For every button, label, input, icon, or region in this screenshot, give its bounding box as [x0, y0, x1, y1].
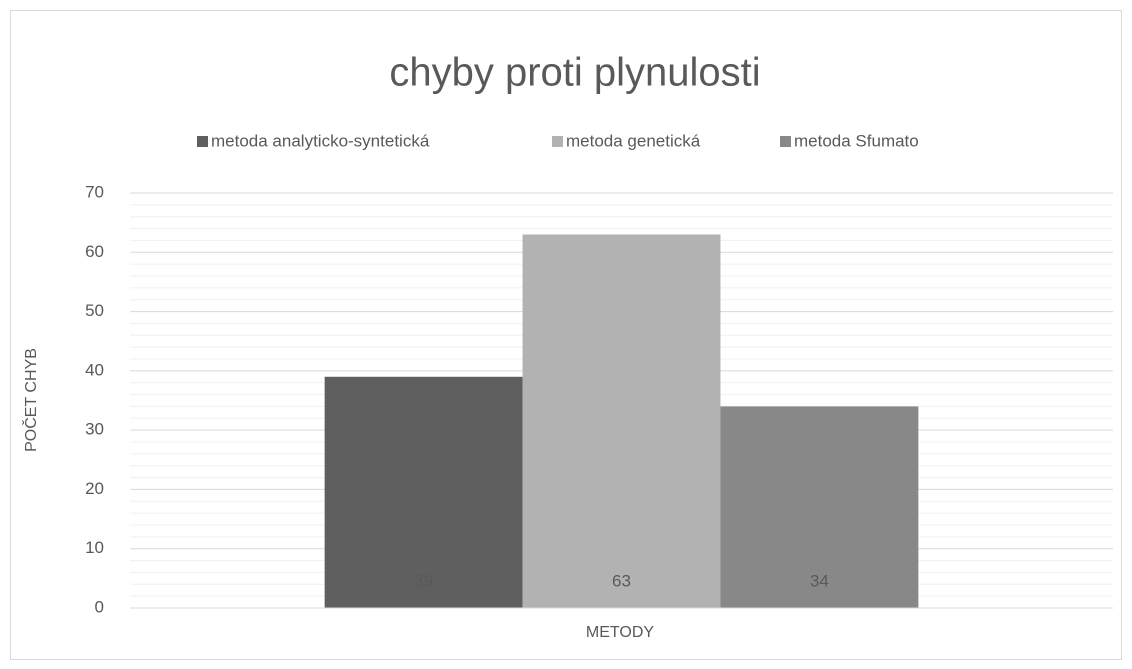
legend-swatch [780, 136, 791, 147]
data-label: 34 [810, 571, 829, 590]
y-tick-label: 70 [85, 182, 104, 201]
legend-label: metoda genetická [566, 131, 701, 150]
data-label: 63 [612, 571, 631, 590]
legend-swatch [552, 136, 563, 147]
chart-title: chyby proti plynulosti [389, 51, 760, 95]
y-tick-label: 40 [85, 360, 104, 379]
y-tick-label: 20 [85, 479, 104, 498]
y-axis-label: POČET CHYB [21, 348, 40, 452]
data-label: 39 [414, 571, 433, 590]
bar [720, 406, 919, 608]
bar [522, 234, 721, 608]
bar [324, 376, 523, 608]
y-tick-label: 0 [95, 597, 104, 616]
y-tick-label: 10 [85, 538, 104, 557]
legend-label: metoda analyticko-syntetická [211, 131, 430, 150]
y-tick-label: 50 [85, 301, 104, 320]
x-axis-label: METODY [586, 624, 654, 641]
y-tick-label: 60 [85, 242, 104, 261]
legend-swatch [197, 136, 208, 147]
y-tick-label: 30 [85, 420, 104, 439]
legend-label: metoda Sfumato [794, 131, 919, 150]
